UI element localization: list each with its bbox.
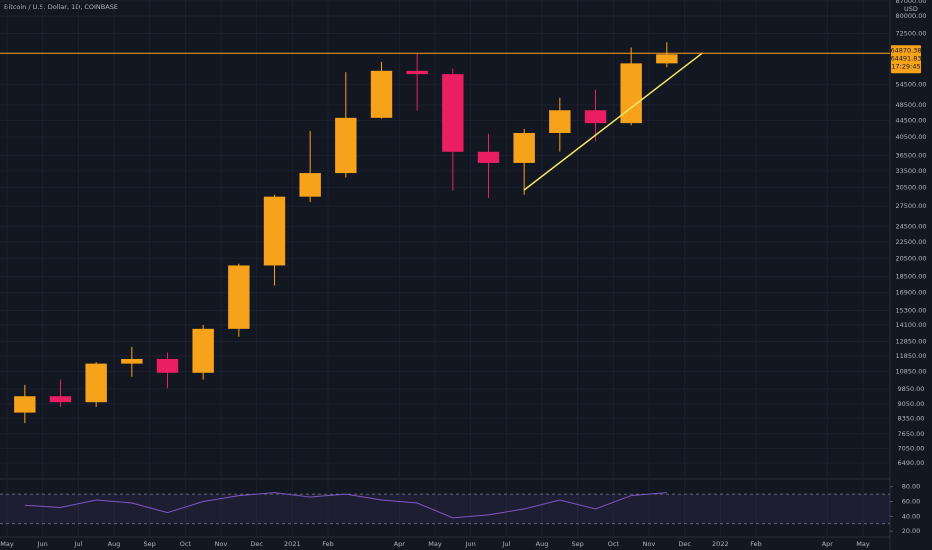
x-tick-label: May — [428, 540, 442, 548]
x-tick-label: May — [0, 540, 14, 548]
y-tick-label: 16900.00 — [895, 289, 926, 297]
resistance-price: 64870.38 — [890, 46, 921, 54]
x-tick-label: Oct — [180, 540, 192, 548]
y-tick-label: 8350.00 — [898, 414, 925, 422]
x-tick-label: Jun — [465, 540, 476, 548]
y-tick-label: 44500.00 — [895, 116, 926, 124]
y-tick-label: 10850.00 — [895, 368, 926, 376]
y-tick-label: 20500.00 — [895, 254, 926, 262]
candle-body — [228, 265, 250, 329]
candle-body — [370, 70, 393, 118]
x-tick-label: Dec — [250, 540, 263, 548]
x-tick-label: Feb — [750, 540, 762, 548]
candle-body — [85, 363, 107, 403]
y-tick-label: 33500.00 — [895, 167, 926, 175]
x-tick-label: Apr — [822, 540, 834, 548]
x-tick-label: 2021 — [284, 540, 301, 548]
candle-body — [442, 74, 464, 152]
x-tick-label: Aug — [108, 540, 121, 548]
y-tick-label: 11850.00 — [895, 352, 926, 360]
y-tick-label: 6490.00 — [898, 459, 925, 467]
x-tick-label: Nov — [215, 540, 228, 548]
candle-body — [121, 358, 143, 364]
countdown: 17:29:45 — [891, 62, 920, 70]
y-tick-label: 48500.00 — [895, 101, 926, 109]
y-tick-label: 14100.00 — [895, 321, 926, 329]
candle-body — [156, 358, 179, 373]
candle-body — [335, 117, 357, 174]
candle-body — [656, 54, 678, 64]
price-unit: USD — [904, 5, 918, 13]
y-tick-label: 18500.00 — [895, 273, 926, 281]
rsi-tick-label: 40.00 — [902, 512, 921, 520]
candle-body — [584, 110, 607, 124]
x-tick-label: Jun — [37, 540, 48, 548]
rsi-tick-label: 80.00 — [902, 483, 921, 491]
last-price: 64491.83 — [890, 54, 921, 62]
rsi-tick-label: 60.00 — [902, 498, 921, 506]
y-tick-label: 9850.00 — [898, 385, 925, 393]
candle-body — [263, 196, 286, 266]
y-tick-label: 36500.00 — [895, 152, 926, 160]
y-tick-label: 80000.00 — [895, 12, 926, 20]
candle-body — [549, 110, 571, 133]
x-tick-label: Dec — [678, 540, 691, 548]
rsi-tick-label: 20.00 — [902, 527, 921, 535]
y-tick-label: 15300.00 — [895, 306, 926, 314]
y-tick-label: 22500.00 — [895, 238, 926, 246]
price-tag — [891, 45, 921, 74]
x-tick-label: Jul — [501, 540, 510, 548]
y-tick-label: 12850.00 — [895, 338, 926, 346]
candle-body — [406, 70, 428, 75]
y-tick-label: 72500.00 — [895, 29, 926, 37]
x-tick-label: Apr — [394, 540, 406, 548]
y-tick-label: 27500.00 — [895, 202, 926, 210]
x-tick-label: Oct — [608, 540, 620, 548]
candle-body — [299, 173, 321, 197]
y-tick-label: 54500.00 — [895, 80, 926, 88]
x-tick-label: May — [856, 540, 870, 548]
y-tick-label: 87000.00 — [895, 0, 926, 5]
x-tick-label: Nov — [643, 540, 656, 548]
x-tick-label: Aug — [536, 540, 549, 548]
y-tick-label: 7050.00 — [898, 444, 925, 452]
candle-body — [14, 396, 36, 413]
candle-body — [192, 328, 214, 373]
x-tick-label: Sep — [144, 540, 156, 548]
x-tick-label: 2022 — [712, 540, 729, 548]
y-tick-label: 40500.00 — [895, 133, 926, 141]
candle-body — [477, 151, 500, 163]
x-tick-label: Sep — [572, 540, 584, 548]
y-tick-label: 30500.00 — [895, 184, 926, 192]
rsi-band — [0, 494, 890, 524]
candle-body — [620, 63, 642, 124]
x-tick-label: Feb — [322, 540, 334, 548]
y-tick-label: 7650.00 — [898, 430, 925, 438]
rsi-line — [24, 492, 667, 519]
y-tick-label: 9050.00 — [898, 400, 925, 408]
candle-body — [49, 396, 72, 403]
x-tick-label: Jul — [73, 540, 82, 548]
trendline — [523, 52, 703, 191]
symbol-title: Bitcoin / U.S. Dollar, 1D, COINBASE — [4, 3, 118, 11]
y-tick-label: 24500.00 — [895, 223, 926, 231]
candle-body — [513, 132, 535, 163]
